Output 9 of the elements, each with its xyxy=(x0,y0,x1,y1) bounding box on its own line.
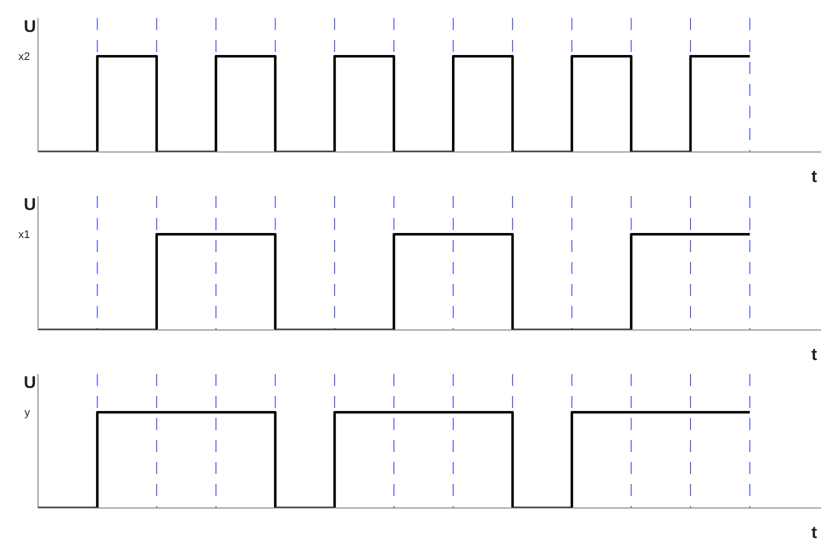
x-axis-title: t xyxy=(811,345,818,364)
y-axis-title: U xyxy=(24,373,36,392)
text: x1 xyxy=(18,229,30,242)
text: y xyxy=(24,407,30,420)
x-axis-title: t xyxy=(811,167,818,186)
y-axis-title: U xyxy=(24,17,36,36)
y-axis-title: U xyxy=(24,195,36,214)
text: x2 xyxy=(18,51,30,64)
x-axis-title: t xyxy=(811,523,818,542)
